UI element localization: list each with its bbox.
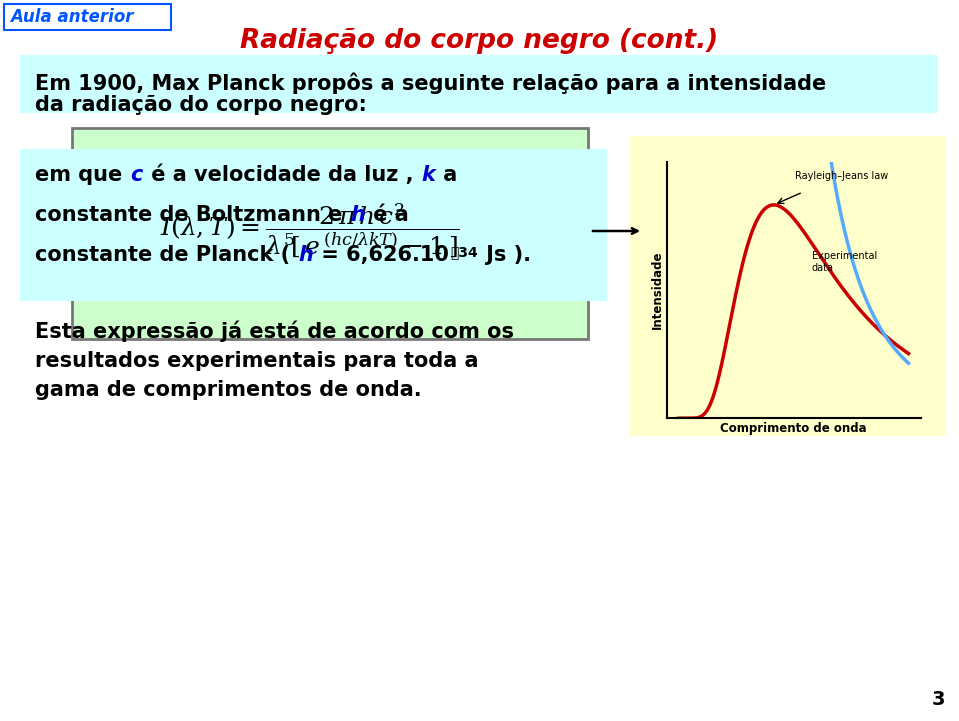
- FancyBboxPatch shape: [72, 128, 588, 339]
- Text: é a: é a: [366, 205, 409, 225]
- Text: constante de Planck (: constante de Planck (: [35, 245, 297, 265]
- Text: da radiação do corpo negro:: da radiação do corpo negro:: [35, 95, 367, 115]
- Text: $I\left(\lambda,T\right)=\dfrac{2\,\pi\,h\,c^{2}}{\lambda^{5}\!\left[\,e^{\,(hc/: $I\left(\lambda,T\right)=\dfrac{2\,\pi\,…: [160, 202, 460, 260]
- Text: ⁲34: ⁲34: [450, 245, 478, 259]
- Text: Js ).: Js ).: [479, 245, 531, 265]
- Text: Experimental
data: Experimental data: [811, 252, 877, 273]
- Text: = 6,626.10: = 6,626.10: [315, 245, 449, 265]
- Text: a: a: [436, 165, 457, 185]
- Bar: [630, 136, 945, 436]
- FancyBboxPatch shape: [4, 4, 171, 30]
- X-axis label: Comprimento de onda: Comprimento de onda: [720, 423, 867, 435]
- Text: h: h: [351, 205, 365, 225]
- Bar: [20, 55, 938, 113]
- Bar: [20, 149, 607, 301]
- Text: Rayleigh–Jeans law: Rayleigh–Jeans law: [795, 172, 888, 181]
- Y-axis label: Intensidade: Intensidade: [651, 251, 664, 329]
- Text: em que: em que: [35, 165, 129, 185]
- Text: k: k: [422, 165, 435, 185]
- Text: Esta expressão já está de acordo com os
resultados experimentais para toda a
gam: Esta expressão já está de acordo com os …: [35, 321, 514, 400]
- Text: c: c: [130, 165, 143, 185]
- Text: constante de Boltzmann e: constante de Boltzmann e: [35, 205, 350, 225]
- Text: Em 1900, Max Planck propôs a seguinte relação para a intensidade: Em 1900, Max Planck propôs a seguinte re…: [35, 73, 827, 94]
- Text: h: h: [298, 245, 314, 265]
- Text: é a velocidade da luz ,: é a velocidade da luz ,: [144, 165, 421, 185]
- Text: Aula anterior: Aula anterior: [10, 8, 133, 26]
- Text: 3: 3: [931, 690, 945, 709]
- Text: Radiação do corpo negro (cont.): Radiação do corpo negro (cont.): [240, 28, 718, 54]
